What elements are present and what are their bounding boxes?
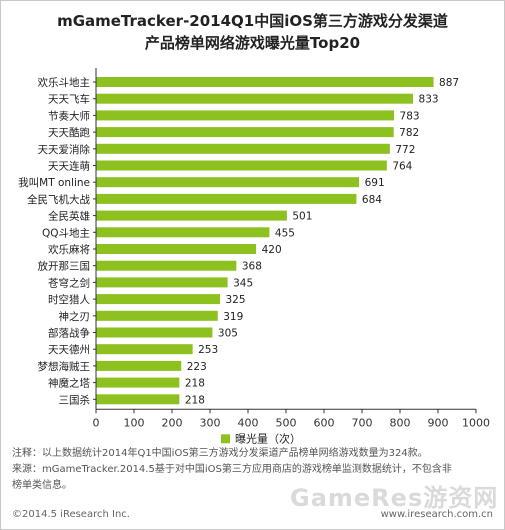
bar-value-label: 305 bbox=[218, 328, 238, 340]
chart-title-line2: 产品榜单网络游戏曝光量Top20 bbox=[144, 34, 361, 52]
x-tick-label: 100 bbox=[124, 416, 145, 429]
bar-chart: 0 100 200 300 400 500 600 700 800 900 1000 欢乐斗地主 887… bbox=[18, 68, 490, 445]
x-tick-label: 400 bbox=[238, 416, 259, 429]
category-label: 梦想海贼王 bbox=[38, 360, 91, 373]
bar-value-label: 319 bbox=[223, 311, 243, 323]
bar-value-label: 223 bbox=[187, 361, 207, 373]
category-label: 神魔之塔 bbox=[48, 377, 90, 390]
bar-value-label: 420 bbox=[262, 244, 282, 256]
website-text: www.iresearch.com.cn bbox=[380, 509, 493, 520]
bar bbox=[96, 244, 257, 254]
bar bbox=[96, 177, 360, 188]
bar-value-label: 782 bbox=[399, 127, 419, 139]
bar-value-label: 368 bbox=[242, 261, 262, 273]
bar-value-label: 772 bbox=[395, 144, 415, 156]
copyright-text: ©2014.5 iResearch Inc. bbox=[12, 509, 130, 520]
category-label: 三国杀 bbox=[59, 393, 91, 406]
bar bbox=[96, 277, 228, 288]
bar bbox=[96, 143, 390, 154]
category-label: 我叫MT online bbox=[18, 177, 90, 189]
bar bbox=[96, 110, 395, 121]
bar bbox=[96, 344, 193, 355]
category-label: 天天酷跑 bbox=[48, 126, 90, 139]
category-label: 放开那三国 bbox=[38, 260, 91, 273]
bar bbox=[96, 327, 213, 338]
category-label: QQ斗地主 bbox=[42, 226, 90, 239]
bar-value-label: 764 bbox=[392, 161, 412, 173]
x-tick-label: 300 bbox=[200, 416, 221, 429]
bar-value-label: 691 bbox=[365, 177, 385, 189]
bar bbox=[96, 127, 394, 138]
category-label: 节奏大师 bbox=[48, 109, 90, 122]
category-label: 天天连萌 bbox=[48, 160, 90, 173]
note-line-3: 榜单类信息。 bbox=[12, 480, 72, 491]
x-tick-label: 700 bbox=[352, 416, 373, 429]
bar bbox=[96, 160, 387, 171]
category-label: 欢乐麻将 bbox=[48, 243, 90, 256]
category-label: 苍穹之剑 bbox=[48, 276, 90, 289]
bar-value-label: 345 bbox=[233, 277, 253, 289]
x-tick-label: 0 bbox=[93, 416, 100, 429]
bar-value-label: 253 bbox=[198, 344, 218, 356]
bar-value-label: 455 bbox=[275, 227, 295, 239]
bar bbox=[96, 227, 270, 238]
bar bbox=[96, 294, 220, 305]
x-tick-label: 500 bbox=[276, 416, 297, 429]
note-line-2: 来源：mGameTracker.2014.5基于对中国iOS第三方应用商店的游戏… bbox=[12, 464, 452, 475]
bar-value-label: 218 bbox=[185, 394, 205, 406]
bar-value-label: 501 bbox=[292, 211, 312, 223]
bar bbox=[96, 394, 180, 405]
bar bbox=[96, 77, 434, 87]
category-label: 天天飞车 bbox=[48, 93, 90, 106]
bar bbox=[96, 310, 218, 321]
x-tick-label: 800 bbox=[390, 416, 411, 429]
category-label: 部落战争 bbox=[48, 327, 90, 340]
bar bbox=[96, 377, 180, 388]
bar-value-label: 887 bbox=[439, 77, 459, 89]
bar bbox=[96, 360, 182, 371]
bar-value-label: 684 bbox=[362, 194, 382, 206]
legend-label: 曝光量（次） bbox=[235, 431, 301, 445]
bar-value-label: 783 bbox=[400, 110, 420, 122]
bar-value-label: 325 bbox=[226, 294, 246, 306]
category-label: 全民飞机大战 bbox=[27, 193, 90, 206]
chart-notes: 注释：以上数据统计2014年Q1中国iOS第三方游戏分发渠道产品榜单网络游戏数量… bbox=[12, 446, 497, 494]
x-tick-label: 1000 bbox=[462, 416, 490, 429]
category-label: 天天爱消除 bbox=[38, 143, 91, 156]
category-label: 神之刃 bbox=[59, 310, 91, 323]
category-label: 全民英雄 bbox=[48, 210, 90, 223]
category-label: 天天德州 bbox=[48, 343, 90, 356]
x-tick-label: 900 bbox=[428, 416, 449, 429]
bar-value-label: 218 bbox=[185, 378, 205, 390]
bar bbox=[96, 210, 287, 221]
bar-value-label: 833 bbox=[419, 94, 439, 106]
x-tick-label: 200 bbox=[162, 416, 183, 429]
note-line-1: 注释：以上数据统计2014年Q1中国iOS第三方游戏分发渠道产品榜单网络游戏数量… bbox=[12, 448, 428, 459]
watermark: GameRes游资网 bbox=[290, 484, 499, 512]
bar bbox=[96, 93, 414, 104]
category-label: 时空猎人 bbox=[48, 293, 90, 306]
legend-swatch bbox=[221, 434, 230, 444]
category-label: 欢乐斗地主 bbox=[38, 76, 91, 89]
x-tick-label: 600 bbox=[314, 416, 335, 429]
bar bbox=[96, 260, 237, 271]
chart-title-line1: mGameTracker-2014Q1中国iOS第三方游戏分发渠道 bbox=[57, 12, 448, 30]
bar bbox=[96, 193, 357, 204]
